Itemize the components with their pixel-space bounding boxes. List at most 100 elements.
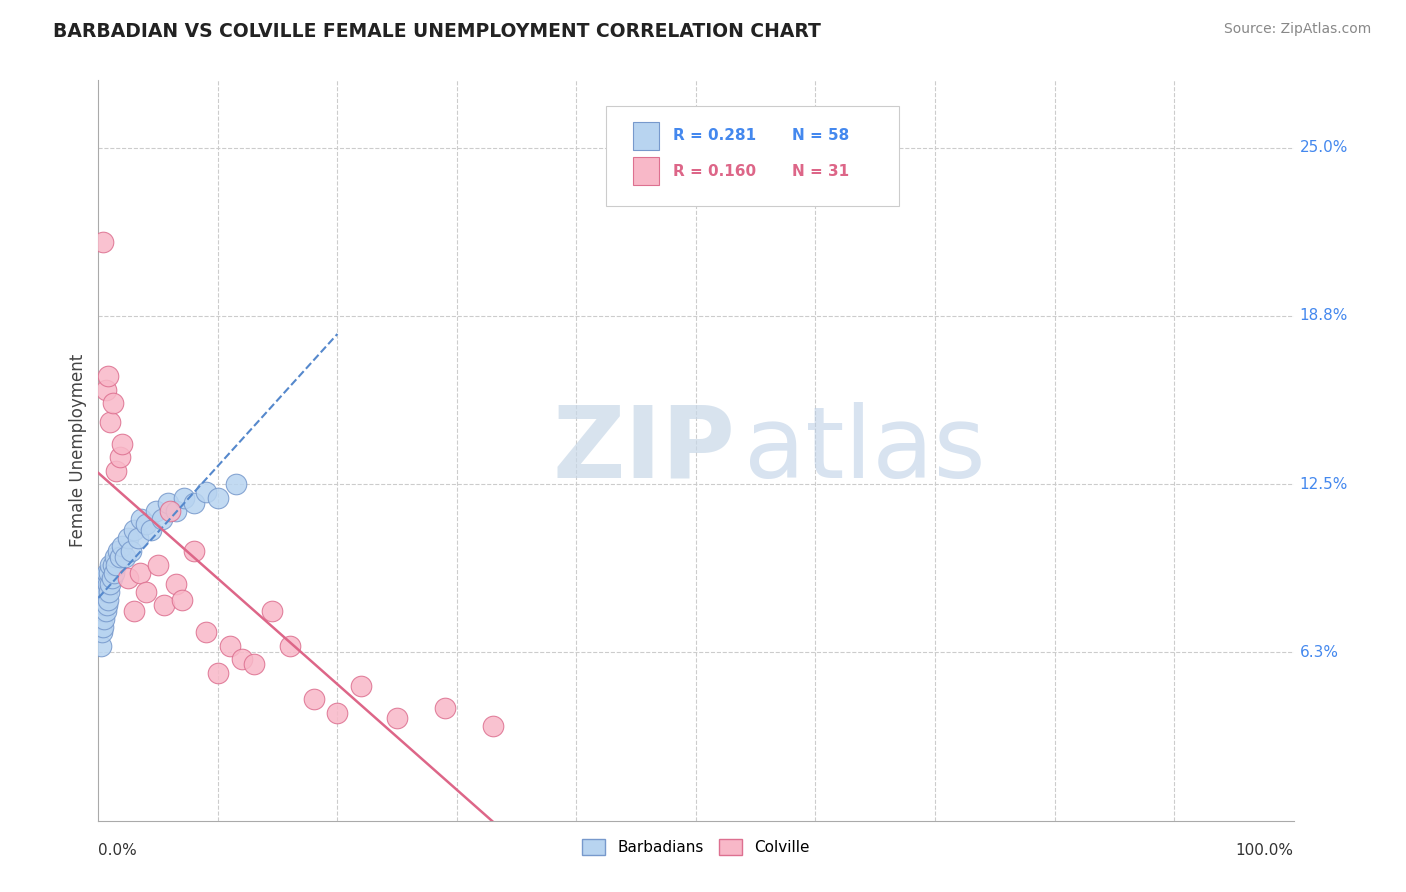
Text: 100.0%: 100.0% xyxy=(1236,843,1294,858)
Text: 18.8%: 18.8% xyxy=(1299,309,1348,323)
Point xyxy=(98,584,121,599)
Text: 25.0%: 25.0% xyxy=(1299,140,1348,155)
Point xyxy=(98,566,121,580)
Point xyxy=(90,639,112,653)
Point xyxy=(148,558,170,572)
Point xyxy=(94,590,117,604)
Point xyxy=(94,604,117,618)
FancyBboxPatch shape xyxy=(633,157,659,186)
Point xyxy=(150,512,173,526)
Point xyxy=(120,544,142,558)
Point xyxy=(91,590,114,604)
Point xyxy=(91,604,114,618)
Text: ZIP: ZIP xyxy=(553,402,735,499)
Point xyxy=(96,584,118,599)
Point xyxy=(225,477,247,491)
Point xyxy=(165,576,187,591)
Point xyxy=(326,706,349,720)
Point xyxy=(96,599,118,613)
Text: BARBADIAN VS COLVILLE FEMALE UNEMPLOYMENT CORRELATION CHART: BARBADIAN VS COLVILLE FEMALE UNEMPLOYMEN… xyxy=(53,22,821,41)
Point xyxy=(481,719,505,733)
Point xyxy=(153,599,176,613)
Point xyxy=(111,539,134,553)
Point xyxy=(103,566,125,580)
Point xyxy=(101,396,124,410)
Point xyxy=(195,625,218,640)
Text: 0.0%: 0.0% xyxy=(98,843,138,858)
Point xyxy=(89,612,111,626)
Text: 12.5%: 12.5% xyxy=(1299,476,1348,491)
Point xyxy=(156,496,179,510)
Point xyxy=(91,599,114,613)
Point xyxy=(260,604,283,618)
Point xyxy=(114,549,136,564)
Point xyxy=(195,485,218,500)
Point xyxy=(98,558,122,572)
Text: 6.3%: 6.3% xyxy=(1299,645,1339,660)
Point xyxy=(159,504,181,518)
Point xyxy=(350,679,373,693)
Point xyxy=(93,612,115,626)
Point xyxy=(90,590,112,604)
Point xyxy=(124,604,146,618)
Point xyxy=(302,692,325,706)
Point xyxy=(91,625,114,640)
FancyBboxPatch shape xyxy=(633,121,659,150)
Point xyxy=(94,576,117,591)
Point xyxy=(93,571,115,585)
Text: R = 0.281: R = 0.281 xyxy=(673,128,756,144)
Text: atlas: atlas xyxy=(744,402,986,499)
Point xyxy=(434,700,457,714)
Point xyxy=(129,566,152,580)
Point xyxy=(207,665,229,680)
Point xyxy=(96,566,118,580)
Point xyxy=(100,571,122,585)
Point xyxy=(124,523,146,537)
Point xyxy=(93,584,115,599)
Point xyxy=(101,558,124,572)
Legend: Barbadians, Colville: Barbadians, Colville xyxy=(576,833,815,861)
Point xyxy=(139,523,162,537)
Point xyxy=(91,235,114,249)
Point xyxy=(183,496,205,510)
Point xyxy=(117,571,139,585)
Point xyxy=(91,620,114,634)
Point xyxy=(97,593,120,607)
Point xyxy=(278,639,301,653)
Point xyxy=(145,504,167,518)
Point xyxy=(117,531,139,545)
Point xyxy=(91,571,114,585)
Text: N = 58: N = 58 xyxy=(792,128,849,144)
Point xyxy=(108,450,131,465)
Point xyxy=(135,517,157,532)
Text: R = 0.160: R = 0.160 xyxy=(673,164,756,178)
Point xyxy=(105,464,128,478)
Point xyxy=(91,612,114,626)
Point xyxy=(207,491,229,505)
Point xyxy=(90,620,112,634)
Y-axis label: Female Unemployment: Female Unemployment xyxy=(69,354,87,547)
Point xyxy=(183,544,205,558)
Text: N = 31: N = 31 xyxy=(792,164,849,178)
Point xyxy=(107,544,129,558)
Text: Source: ZipAtlas.com: Source: ZipAtlas.com xyxy=(1223,22,1371,37)
Point xyxy=(111,436,134,450)
Point xyxy=(243,657,266,672)
Point xyxy=(97,369,120,384)
Point xyxy=(98,415,122,429)
Point xyxy=(173,491,195,505)
Point xyxy=(385,711,409,725)
Point xyxy=(172,593,194,607)
Point xyxy=(89,599,111,613)
Point xyxy=(219,639,242,653)
Point xyxy=(90,576,112,591)
Point xyxy=(105,558,128,572)
Point xyxy=(131,512,153,526)
Point xyxy=(104,549,127,564)
Point xyxy=(108,549,131,564)
Point xyxy=(231,652,253,666)
FancyBboxPatch shape xyxy=(606,106,900,206)
Point xyxy=(93,599,115,613)
Point xyxy=(90,604,112,618)
Point xyxy=(94,383,117,397)
